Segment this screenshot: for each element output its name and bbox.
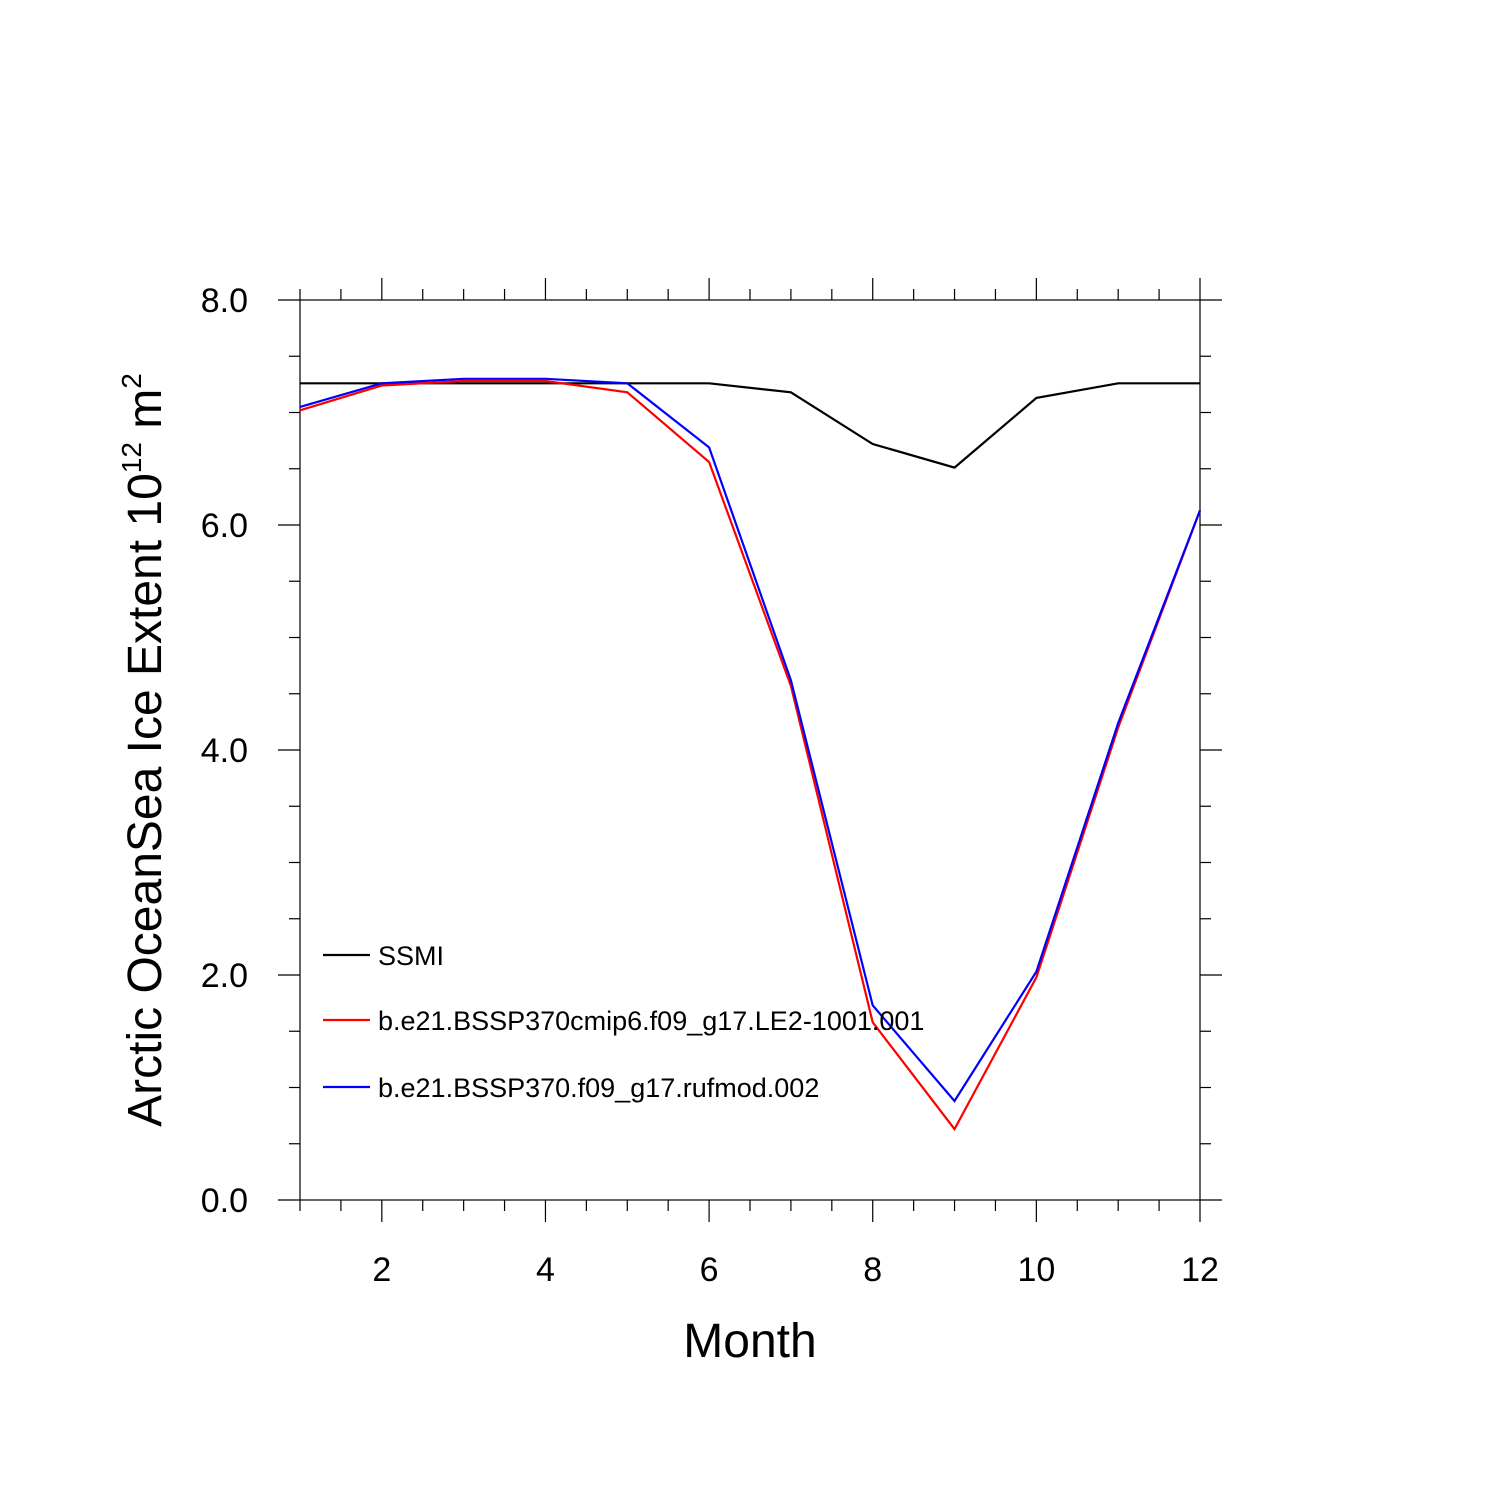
- y-axis-title-unit-exponent: 2: [116, 373, 147, 389]
- y-tick-label: 0.0: [201, 1182, 248, 1220]
- x-tick-label: 6: [700, 1251, 719, 1289]
- legend: SSMI b.e21.BSSP370cmip6.f09_g17.LE2-1001.…: [323, 941, 924, 1103]
- y-axis-title-unit: m: [119, 389, 172, 442]
- series-line-3: [299, 377, 1202, 1103]
- series-line-2: [299, 379, 1202, 1132]
- y-tick-label: 6.0: [201, 507, 248, 545]
- x-tick-label: 12: [1181, 1251, 1219, 1289]
- axis-tick-labels: 2 4 6 8 10 12 0.0 2.0 4.0 6.0 8.0: [201, 282, 1219, 1289]
- x-tick-label: 4: [536, 1251, 555, 1289]
- y-axis-title-exponent: 12: [116, 442, 147, 473]
- plot-border: [299, 299, 1201, 1201]
- y-tick-label: 2.0: [201, 957, 248, 995]
- x-tick-label: 10: [1017, 1251, 1055, 1289]
- y-axis-title-text: Arctic OceanSea Ice Extent 10: [119, 473, 172, 1127]
- legend-label-3: b.e21.BSSP370.f09_g17.rufmod.002: [378, 1073, 819, 1103]
- series-lines: [299, 377, 1202, 1132]
- legend-label-2: b.e21.BSSP370cmip6.f09_g17.LE2-1001.001: [378, 1006, 924, 1036]
- series-line-1: [300, 382, 1200, 469]
- y-tick-label: 8.0: [201, 282, 248, 320]
- axis-ticks: [278, 278, 1222, 1222]
- x-tick-label: 2: [372, 1251, 391, 1289]
- x-axis-title: Month: [683, 1315, 816, 1368]
- y-tick-label: 4.0: [201, 732, 248, 770]
- plot-frame: [299, 299, 1201, 1201]
- y-axis-title: Arctic OceanSea Ice Extent 1012 m2: [116, 373, 172, 1127]
- x-tick-label: 8: [863, 1251, 882, 1289]
- legend-label-1: SSMI: [378, 941, 444, 971]
